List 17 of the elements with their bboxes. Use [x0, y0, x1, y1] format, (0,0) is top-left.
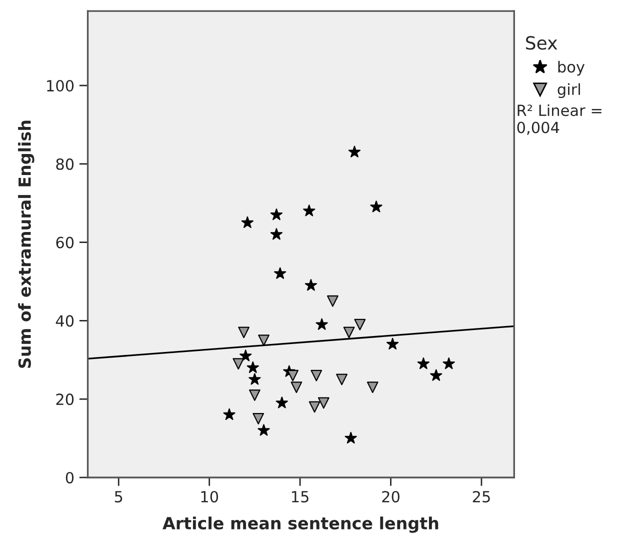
x-axis-title: Article mean sentence length — [162, 516, 438, 533]
y-tick-label: 20 — [56, 394, 74, 406]
legend-label: boy — [558, 60, 585, 76]
x-tick-label: 20 — [382, 490, 400, 502]
y-tick-label: 60 — [56, 236, 74, 248]
y-tick-label: 100 — [47, 80, 74, 92]
y-tick-label: 0 — [66, 472, 74, 484]
x-tick-label: 15 — [292, 491, 308, 502]
legend-title: Sex — [526, 36, 558, 50]
x-tick-label: 5 — [114, 491, 122, 502]
y-tick-label: 40 — [56, 315, 74, 327]
x-tick-label: 10 — [201, 490, 218, 502]
y-axis-title: Sum of extramural English — [18, 120, 34, 368]
y-tick-label: 80 — [56, 158, 74, 170]
text: R² Linear = 0,004 — [517, 104, 602, 135]
legend-label: girl — [558, 83, 580, 98]
x-tick-label: 25 — [472, 490, 490, 502]
